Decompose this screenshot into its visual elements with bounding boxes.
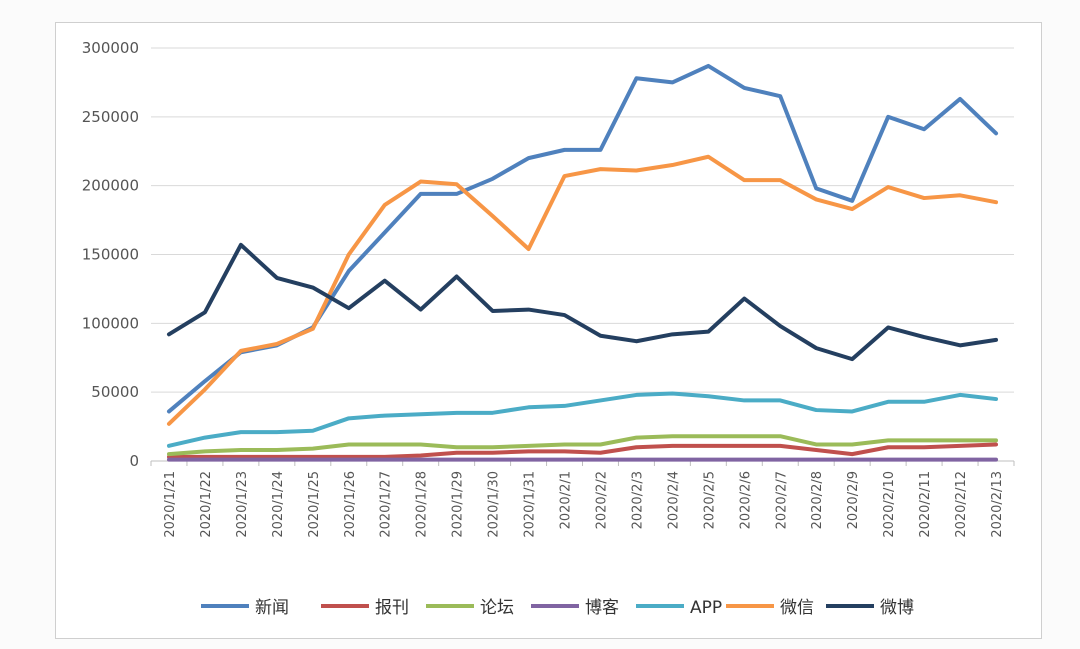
y-tick-label: 100000 (82, 314, 139, 332)
line-chart: 0 50000 100000 150000 200000 250000 300000 202… (82, 39, 1015, 618)
x-tick-label: 2020/2/11 (918, 471, 933, 538)
x-tick-label: 2020/2/5 (702, 471, 717, 529)
legend-item: 报刊 (321, 598, 409, 618)
x-tick-label: 2020/1/24 (271, 471, 286, 538)
gridlines (151, 47, 1014, 462)
chart-area: 0 50000 100000 150000 200000 250000 300000 202… (55, 22, 1042, 639)
y-axis: 0 50000 100000 150000 200000 250000 300000 (82, 39, 139, 470)
series-line-5 (166, 154, 999, 426)
x-tick-label: 2020/2/8 (810, 471, 825, 529)
legend-label: 微博 (880, 598, 914, 618)
x-tick-label: 2020/1/31 (523, 471, 538, 538)
y-tick-label: 300000 (82, 39, 139, 57)
y-tick-label: 150000 (82, 246, 139, 264)
y-tick-label: 0 (129, 452, 139, 470)
legend-item: 微博 (826, 598, 914, 618)
x-tick-label: 2020/2/1 (559, 471, 574, 529)
x-tick-label: 2020/1/28 (415, 471, 430, 538)
y-tick-label: 200000 (82, 177, 139, 195)
legend-item: 微信 (726, 598, 814, 618)
legend-item: APP (636, 598, 722, 618)
x-tick-label: 2020/2/4 (666, 471, 681, 529)
x-tick-label: 2020/1/22 (199, 471, 214, 538)
legend-item: 论坛 (426, 598, 514, 618)
series-line-0 (166, 63, 999, 414)
x-tick-label: 2020/1/25 (307, 471, 322, 538)
legend-item: 新闻 (201, 598, 289, 618)
legend-item: 博客 (531, 598, 619, 618)
x-tick-label: 2020/2/10 (882, 471, 897, 538)
series-line-6 (166, 242, 999, 362)
y-tick-label: 250000 (82, 108, 139, 126)
legend-label: 报刊 (375, 598, 409, 618)
legend: 新闻 报刊 论坛 博客 APP 微信 微博 (201, 598, 914, 618)
series-line-1 (166, 442, 999, 459)
x-tick-label: 2020/2/7 (774, 471, 789, 529)
series-line-4 (166, 391, 999, 448)
x-tick-label: 2020/2/13 (990, 471, 1005, 538)
x-tick-label: 2020/2/9 (846, 471, 861, 529)
x-tick-label: 2020/2/12 (954, 471, 969, 538)
y-tick-label: 50000 (91, 383, 139, 401)
x-tick-label: 2020/2/3 (630, 471, 645, 529)
x-tick-label: 2020/1/29 (451, 471, 466, 538)
x-tick-label: 2020/1/26 (343, 471, 358, 538)
legend-label: 论坛 (480, 598, 514, 618)
series-lines (166, 63, 999, 462)
legend-label: 微信 (780, 598, 814, 618)
legend-label: 博客 (585, 598, 619, 618)
legend-label: 新闻 (255, 598, 289, 618)
x-tick-label: 2020/2/6 (738, 471, 753, 529)
series-line-2 (166, 434, 999, 457)
x-tick-label: 2020/1/30 (487, 471, 502, 538)
x-tick-label: 2020/2/2 (594, 471, 609, 529)
legend-label: APP (690, 598, 722, 618)
x-tick-label: 2020/1/21 (163, 471, 178, 538)
x-tick-label: 2020/1/23 (235, 471, 250, 538)
x-tick-label: 2020/1/27 (379, 471, 394, 538)
x-axis: 2020/1/21 2020/1/22 2020/1/23 2020/1/24 2020… (150, 461, 1015, 538)
